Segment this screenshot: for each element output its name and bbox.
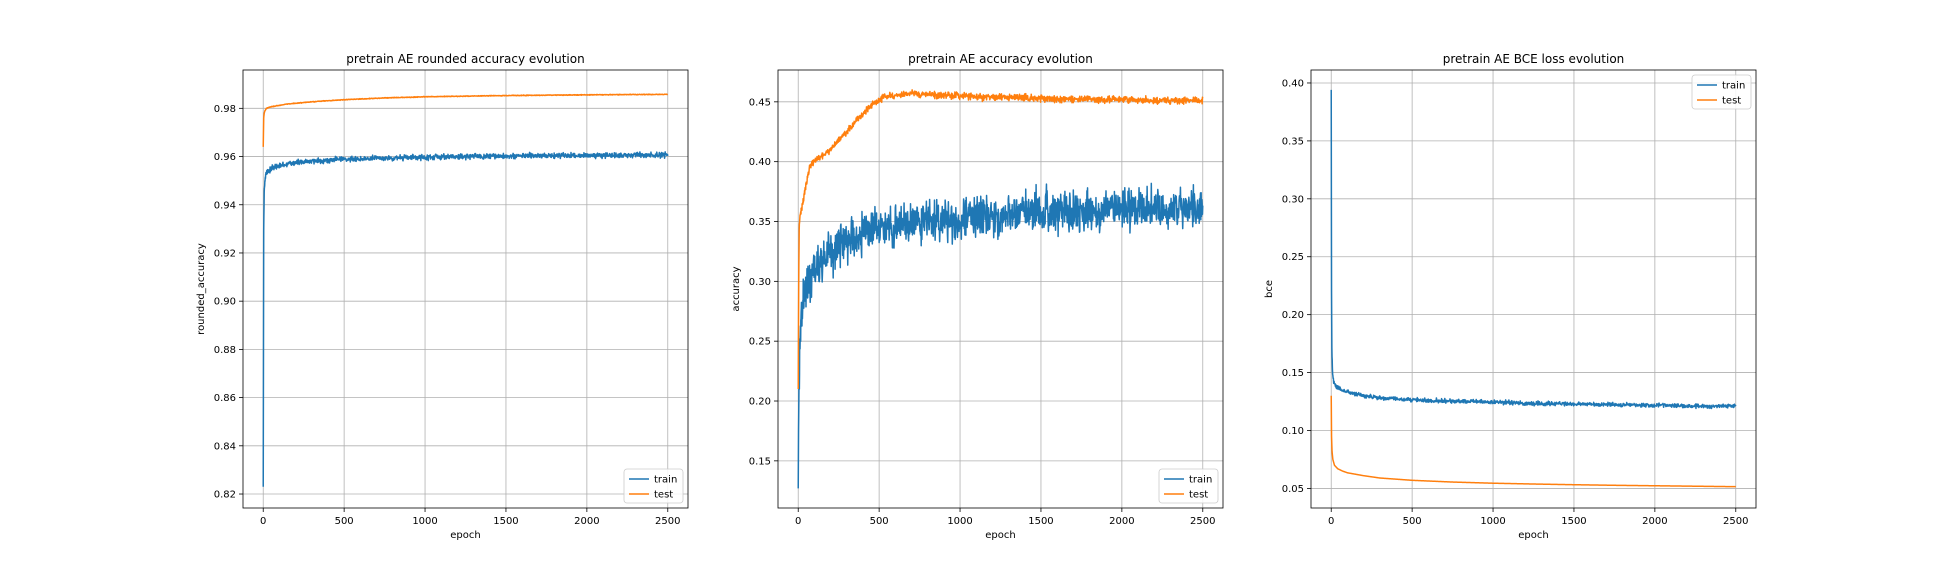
x-tick-label: 2500 xyxy=(1190,516,1215,527)
y-tick-label: 0.82 xyxy=(214,490,236,501)
x-axis-label: epoch xyxy=(450,530,480,541)
y-tick-label: 0.30 xyxy=(749,277,771,288)
axes-frame xyxy=(1310,69,1757,509)
series-line-train xyxy=(797,182,1204,489)
y-tick-label: 0.84 xyxy=(214,441,236,452)
x-tick-label: 2500 xyxy=(1723,516,1748,527)
legend-label-train: train xyxy=(1189,475,1212,486)
x-tick-label: 2000 xyxy=(1109,516,1134,527)
y-axis-label: accuracy xyxy=(731,266,742,311)
y-tick-label: 0.94 xyxy=(214,200,236,211)
y-tick-label: 0.35 xyxy=(1282,136,1304,147)
series-line-train xyxy=(262,151,669,487)
x-tick-label: 0 xyxy=(260,516,266,527)
y-tick-label: 0.05 xyxy=(1282,484,1304,495)
y-axis-label: rounded_accuracy xyxy=(196,243,207,335)
axes-frame xyxy=(777,69,1224,509)
y-tick-label: 0.86 xyxy=(214,393,236,404)
y-tick-label: 0.15 xyxy=(749,456,771,467)
y-tick-label: 0.10 xyxy=(1282,426,1304,437)
legend-label-train: train xyxy=(1722,81,1745,92)
chart-title: pretrain AE accuracy evolution xyxy=(908,52,1093,66)
legend: train test xyxy=(623,468,684,504)
chart-title: pretrain AE rounded accuracy evolution xyxy=(346,52,584,66)
series-line-test xyxy=(797,89,1204,390)
series-line-test xyxy=(1330,395,1737,488)
y-tick-label: 0.25 xyxy=(749,337,771,348)
y-tick-label: 0.92 xyxy=(214,248,236,259)
y-tick-label: 0.96 xyxy=(214,152,236,163)
series-line-train xyxy=(1330,89,1737,410)
axes-frame xyxy=(242,69,689,509)
x-tick-label: 500 xyxy=(870,516,889,527)
chart-panel-3: pretrain AE BCE loss evolution 0 500 1000 15… xyxy=(1264,52,1757,541)
x-tick-label: 1000 xyxy=(1480,516,1505,527)
y-tick-label: 0.35 xyxy=(749,217,771,228)
y-tick-label: 0.25 xyxy=(1282,252,1304,263)
y-tick-label: 0.20 xyxy=(1282,310,1304,321)
y-tick-label: 0.98 xyxy=(214,104,236,115)
series-line-test xyxy=(262,93,669,147)
legend-label-test: test xyxy=(1722,96,1741,107)
y-tick-label: 0.15 xyxy=(1282,368,1304,379)
legend-label-test: test xyxy=(1189,490,1208,501)
legend-label-train: train xyxy=(654,475,677,486)
x-tick-label: 0 xyxy=(795,516,801,527)
x-tick-label: 2000 xyxy=(1642,516,1667,527)
x-axis-label: epoch xyxy=(985,530,1015,541)
chart-panel-1: pretrain AE rounded accuracy evolution 0 5… xyxy=(196,52,689,541)
chart-panel-2: pretrain AE accuracy evolution 0 500 1000 15… xyxy=(731,52,1224,541)
x-tick-label: 1000 xyxy=(412,516,437,527)
x-tick-label: 1500 xyxy=(1028,516,1053,527)
x-tick-label: 500 xyxy=(335,516,354,527)
x-tick-label: 0 xyxy=(1328,516,1334,527)
x-tick-label: 2000 xyxy=(574,516,599,527)
y-axis-label: bce xyxy=(1264,280,1275,298)
legend: train test xyxy=(1158,468,1219,504)
y-tick-label: 0.45 xyxy=(749,97,771,108)
y-tick-label: 0.40 xyxy=(749,157,771,168)
x-tick-label: 2500 xyxy=(655,516,680,527)
y-tick-label: 0.40 xyxy=(1282,78,1304,89)
y-tick-label: 0.20 xyxy=(749,397,771,408)
x-tick-label: 1500 xyxy=(493,516,518,527)
x-axis-label: epoch xyxy=(1518,530,1548,541)
y-tick-label: 0.88 xyxy=(214,345,236,356)
legend-label-test: test xyxy=(654,490,673,501)
y-tick-label: 0.30 xyxy=(1282,194,1304,205)
x-tick-label: 1500 xyxy=(1561,516,1586,527)
y-tick-label: 0.90 xyxy=(214,297,236,308)
x-tick-label: 500 xyxy=(1403,516,1422,527)
x-tick-label: 1000 xyxy=(947,516,972,527)
chart-title: pretrain AE BCE loss evolution xyxy=(1443,52,1625,66)
legend: train test xyxy=(1691,74,1752,110)
